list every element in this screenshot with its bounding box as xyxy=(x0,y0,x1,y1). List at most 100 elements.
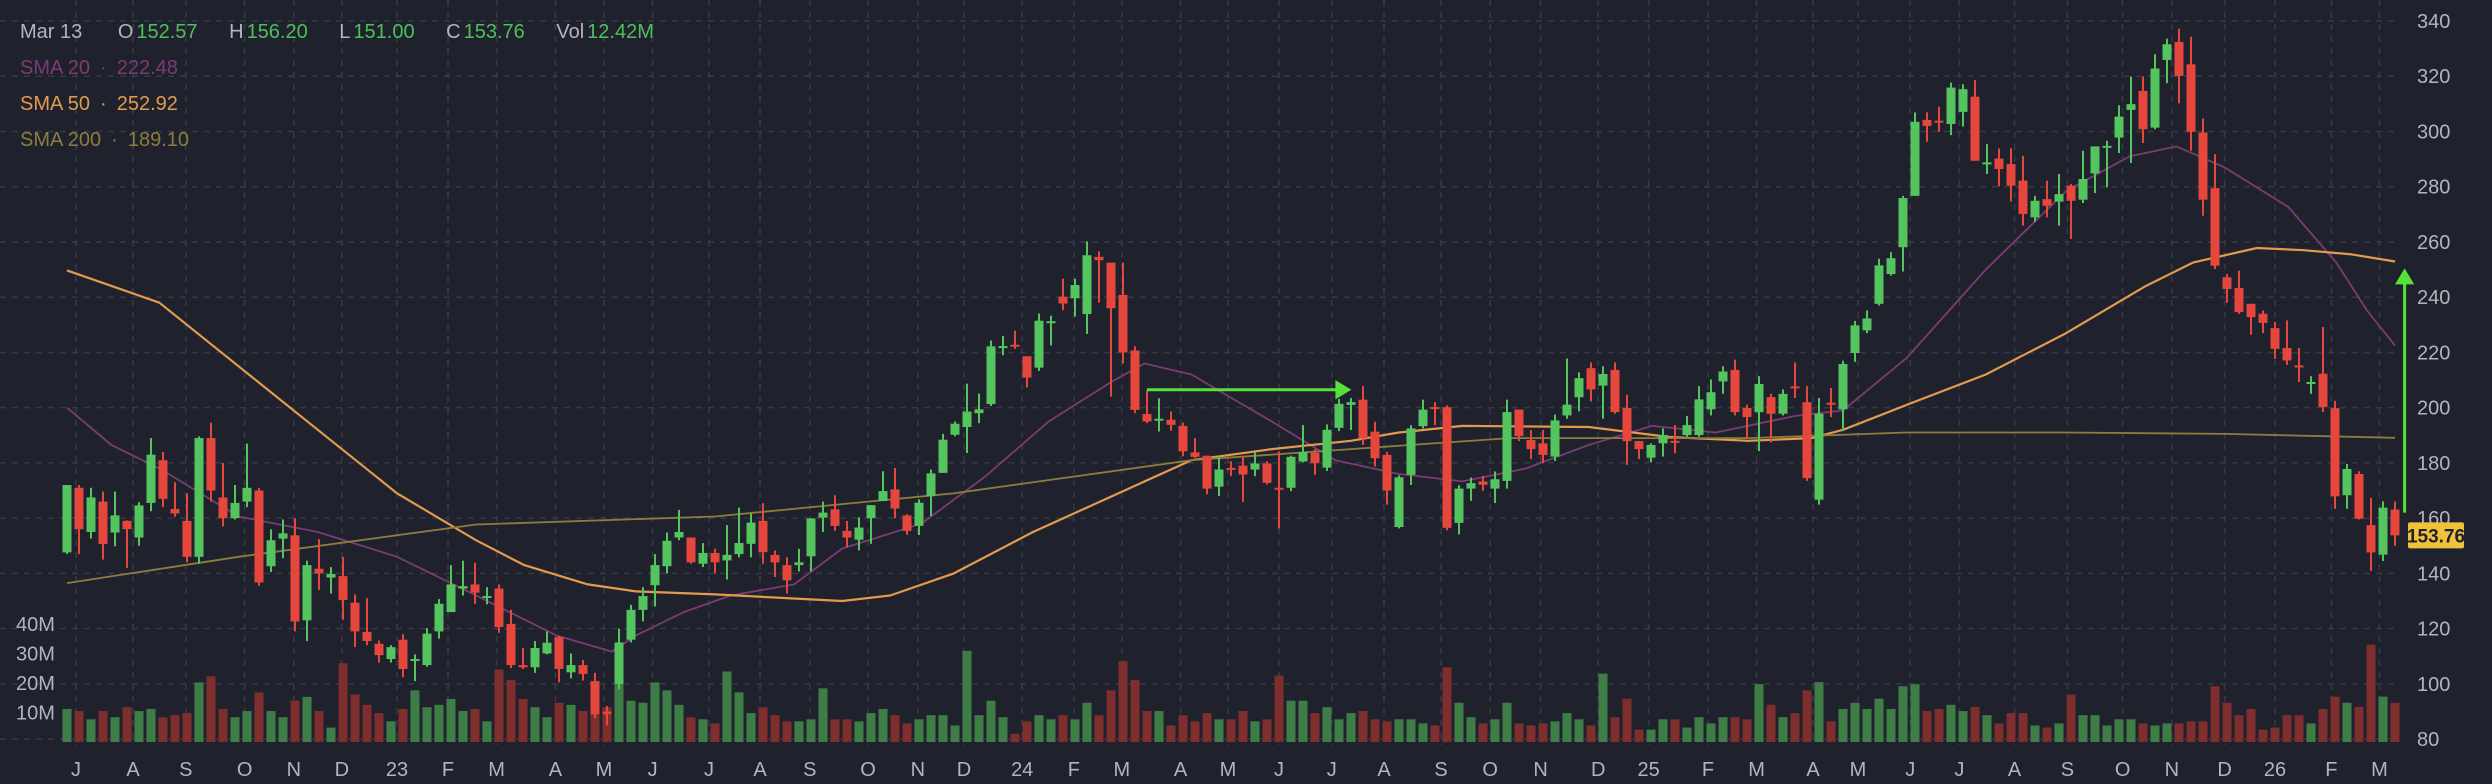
candle-up[interactable] xyxy=(230,502,240,519)
candle-up[interactable] xyxy=(1982,162,1992,165)
candle-down[interactable] xyxy=(2282,348,2292,361)
candle-up[interactable] xyxy=(2030,200,2040,218)
candle-up[interactable] xyxy=(1394,477,1404,527)
candle-down[interactable] xyxy=(2210,188,2220,266)
candle-down[interactable] xyxy=(1058,296,1068,304)
candle-down[interactable] xyxy=(314,568,324,574)
candle-down[interactable] xyxy=(2246,303,2256,318)
candle-down[interactable] xyxy=(590,681,600,715)
candle-down[interactable] xyxy=(470,584,480,593)
candle-down[interactable] xyxy=(554,637,564,669)
candle-down[interactable] xyxy=(1994,158,2004,170)
candle-up[interactable] xyxy=(1034,320,1044,368)
candle-up[interactable] xyxy=(410,659,420,662)
candle-up[interactable] xyxy=(1862,318,1872,331)
candle-up[interactable] xyxy=(878,491,888,502)
candle-up[interactable] xyxy=(434,603,444,632)
candle-down[interactable] xyxy=(1118,294,1128,353)
candle-down[interactable] xyxy=(1130,350,1140,410)
candle-up[interactable] xyxy=(674,531,684,538)
candle-up[interactable] xyxy=(1214,469,1224,487)
candle-up[interactable] xyxy=(986,346,996,405)
candle-down[interactable] xyxy=(74,487,84,530)
candle-up[interactable] xyxy=(662,540,672,567)
candle-down[interactable] xyxy=(902,515,912,531)
candle-down[interactable] xyxy=(1442,407,1452,528)
candle-up[interactable] xyxy=(806,518,816,557)
candle-up[interactable] xyxy=(1646,444,1656,458)
candle-down[interactable] xyxy=(2138,90,2148,130)
candle-down[interactable] xyxy=(1370,431,1380,459)
candle-up[interactable] xyxy=(2114,116,2124,138)
candle-down[interactable] xyxy=(290,535,300,622)
candle-up[interactable] xyxy=(1322,429,1332,468)
candle-up[interactable] xyxy=(1574,378,1584,398)
candle-up[interactable] xyxy=(926,473,936,497)
candle-down[interactable] xyxy=(602,711,612,715)
candle-up[interactable] xyxy=(1490,479,1500,489)
candle-up[interactable] xyxy=(1406,428,1416,475)
candle-down[interactable] xyxy=(1478,481,1488,485)
candle-down[interactable] xyxy=(1742,407,1752,418)
candle-up[interactable] xyxy=(1874,265,1884,304)
candle-down[interactable] xyxy=(2354,473,2364,519)
candle-up[interactable] xyxy=(698,552,708,564)
candle-down[interactable] xyxy=(374,643,384,656)
candle-up[interactable] xyxy=(1598,373,1608,386)
candle-up[interactable] xyxy=(914,502,924,526)
candle-down[interactable] xyxy=(206,438,216,491)
candle-up[interactable] xyxy=(734,543,744,555)
candle-down[interactable] xyxy=(1526,439,1536,450)
candle-up[interactable] xyxy=(1706,392,1716,410)
candle-down[interactable] xyxy=(2006,164,2016,186)
candle-down[interactable] xyxy=(2018,180,2028,215)
candle-up[interactable] xyxy=(1898,198,1908,248)
candle-up[interactable] xyxy=(638,596,648,610)
candle-up[interactable] xyxy=(1910,121,1920,196)
candle-up[interactable] xyxy=(1418,409,1428,427)
candle-up[interactable] xyxy=(794,562,804,566)
candle-down[interactable] xyxy=(2330,408,2340,497)
candle-down[interactable] xyxy=(1790,386,1800,389)
candle-down[interactable] xyxy=(1826,402,1836,405)
sma20-legend[interactable]: SMA 20 · 222.48 xyxy=(20,50,680,86)
candle-down[interactable] xyxy=(1202,455,1212,489)
candle-up[interactable] xyxy=(2342,468,2352,496)
candle-up[interactable] xyxy=(650,565,660,586)
candle-down[interactable] xyxy=(1274,487,1284,490)
candle-down[interactable] xyxy=(890,489,900,509)
candle-down[interactable] xyxy=(122,520,132,530)
candle-up[interactable] xyxy=(110,515,120,533)
candle-up[interactable] xyxy=(2126,104,2136,110)
candle-up[interactable] xyxy=(938,439,948,473)
sma50-legend[interactable]: SMA 50 · 252.92 xyxy=(20,86,680,122)
candle-up[interactable] xyxy=(62,485,72,553)
candle-down[interactable] xyxy=(2186,64,2196,132)
candle-up[interactable] xyxy=(854,527,864,540)
candle-down[interactable] xyxy=(1514,409,1524,437)
candle-up[interactable] xyxy=(1046,321,1056,324)
candle-up[interactable] xyxy=(1334,403,1344,428)
candle-down[interactable] xyxy=(758,520,768,553)
candle-down[interactable] xyxy=(770,554,780,563)
candle-down[interactable] xyxy=(2270,328,2280,349)
candle-up[interactable] xyxy=(614,642,624,684)
candle-up[interactable] xyxy=(1502,412,1512,481)
candle-up[interactable] xyxy=(266,540,276,567)
candle-up[interactable] xyxy=(566,665,576,673)
time-axis[interactable]: J A S O N D 23 F M A M J J A S O N D 24 F M A M J J A S O N D 25 F M A M J J… xyxy=(71,759,2388,781)
candle-down[interactable] xyxy=(1622,407,1632,442)
candle-down[interactable] xyxy=(1238,465,1248,475)
candle-up[interactable] xyxy=(2162,44,2172,60)
candle-up[interactable] xyxy=(242,487,252,502)
candle-up[interactable] xyxy=(1838,364,1848,410)
candle-down[interactable] xyxy=(830,509,840,526)
candle-up[interactable] xyxy=(1346,402,1356,405)
candle-down[interactable] xyxy=(182,520,192,557)
candle-up[interactable] xyxy=(278,533,288,539)
candle-up[interactable] xyxy=(1154,418,1164,421)
candle-up[interactable] xyxy=(2102,145,2112,148)
candle-up[interactable] xyxy=(1778,393,1788,414)
candle-up[interactable] xyxy=(1958,89,1968,112)
candle-up[interactable] xyxy=(1850,325,1860,353)
